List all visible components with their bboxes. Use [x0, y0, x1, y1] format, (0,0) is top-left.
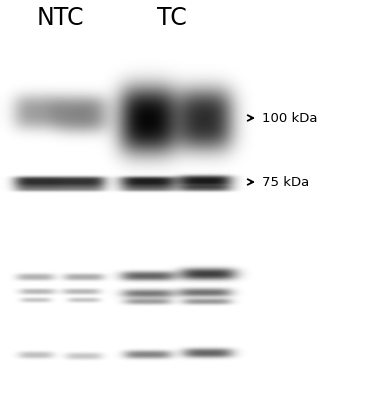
- Text: 75 kDa: 75 kDa: [262, 176, 309, 188]
- Text: 100 kDa: 100 kDa: [262, 112, 317, 124]
- Text: TC: TC: [157, 6, 187, 30]
- Text: NTC: NTC: [36, 6, 84, 30]
